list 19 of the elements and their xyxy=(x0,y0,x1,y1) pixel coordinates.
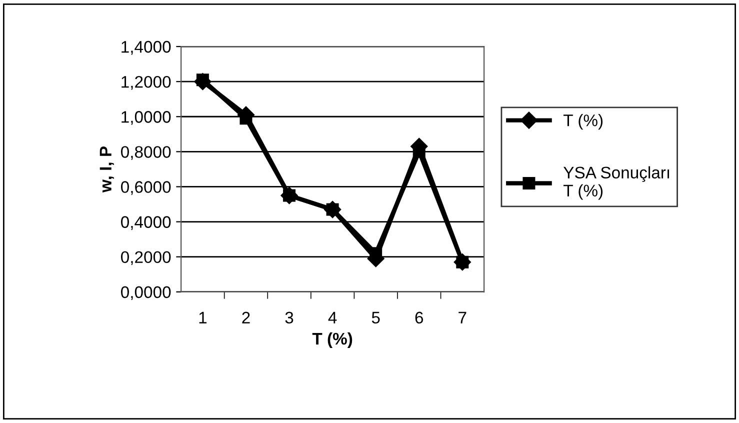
y-tick-label: 0,0000 xyxy=(121,286,171,300)
y-tick-label: 0,2000 xyxy=(121,251,171,265)
y-tick-label: 1,4000 xyxy=(122,40,171,55)
y-tick-label: 0,4000 xyxy=(121,216,171,230)
x-tick-label: 1 xyxy=(199,312,207,324)
x-tick-label: 4 xyxy=(328,312,337,324)
x-axis-title: T (%) xyxy=(312,332,352,348)
x-tick-label: 2 xyxy=(242,312,250,324)
y-tick-label: 0,6000 xyxy=(121,181,171,195)
x-tick-label: 6 xyxy=(415,312,424,324)
legend-label: YSA Sonuçları T (%) xyxy=(564,166,670,200)
x-tick-label: 3 xyxy=(285,312,294,324)
y-tick-label: 1,0000 xyxy=(122,111,171,125)
y-axis-title: w, I, P xyxy=(100,146,114,193)
y-tick-label: 0,8000 xyxy=(121,146,171,160)
x-tick-label: 5 xyxy=(372,312,380,324)
y-tick-label: 1,2000 xyxy=(122,76,171,90)
x-tick-label: 7 xyxy=(458,312,466,324)
legend-label: T (%) xyxy=(564,114,603,130)
